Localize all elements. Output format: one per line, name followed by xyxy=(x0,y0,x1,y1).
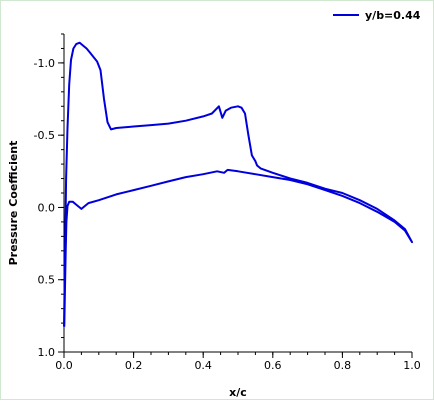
legend-label-0: y/b=0.44 xyxy=(365,9,421,22)
x-tick-label: 1.0 xyxy=(403,359,421,372)
y-tick-label: -1.0 xyxy=(34,57,55,70)
y-tick-label: 0.5 xyxy=(38,274,56,287)
x-axis-title: x/c xyxy=(229,386,247,399)
y-axis-title: Pressure Coefficient xyxy=(7,141,20,266)
series-layer xyxy=(63,41,413,327)
y-tick-label: 0.0 xyxy=(38,201,56,214)
x-tick-label: 0.8 xyxy=(334,359,352,372)
x-tick-label: 0.0 xyxy=(55,359,73,372)
series-line-0 xyxy=(63,41,413,327)
y-tick-label: 1.0 xyxy=(38,346,56,359)
legend: y/b=0.44 xyxy=(333,9,421,22)
x-tick-label: 0.4 xyxy=(194,359,212,372)
y-tick-label: -0.5 xyxy=(34,129,55,142)
x-tick-label: 0.2 xyxy=(125,359,143,372)
x-tick-label: 0.6 xyxy=(264,359,282,372)
ticks: 0.0 0.2 0.4 0.6 0.8 1.0 -1.0 -0.5 0.0 0.5 1.0 xyxy=(34,33,421,372)
